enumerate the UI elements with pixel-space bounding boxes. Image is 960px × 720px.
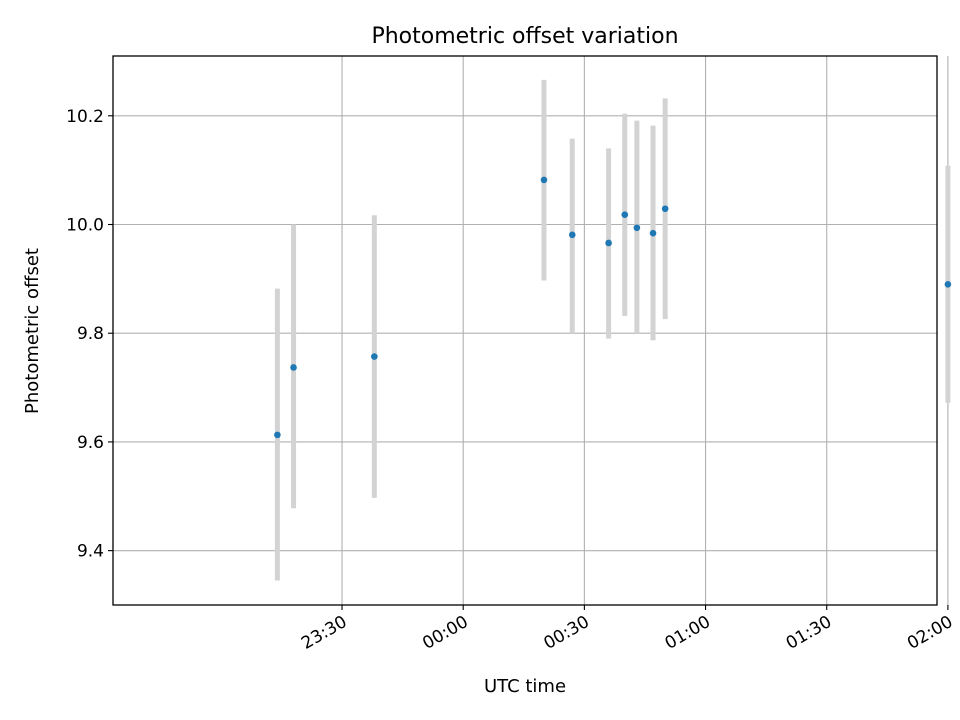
data-point (661, 205, 669, 213)
x-tick-label: 01:30 (783, 612, 835, 654)
x-tick-label: 00:00 (419, 612, 471, 654)
y-tick-label: 10.2 (66, 107, 104, 127)
data-point (621, 211, 629, 219)
x-axis-label: UTC time (484, 676, 566, 697)
x-tick-label: 02:00 (904, 612, 956, 654)
x-tick-label: 01:00 (662, 612, 714, 654)
y-tick-label: 10.0 (66, 216, 104, 236)
grid-lines (113, 56, 949, 605)
y-tick-label: 9.4 (77, 542, 104, 562)
data-point (605, 239, 612, 247)
y-axis-label: Photometric offset (22, 248, 43, 414)
y-tick-label: 9.6 (77, 433, 104, 453)
chart-title: Photometric offset variation (371, 24, 678, 49)
error-bars (274, 79, 951, 581)
data-point (649, 229, 657, 237)
data-point (274, 431, 281, 439)
plot-frame (112, 55, 938, 606)
data-point (568, 231, 576, 239)
x-tick-label: 23:30 (298, 612, 350, 654)
y-tick-label: 9.8 (77, 324, 104, 344)
x-tick-label: 00:30 (540, 612, 592, 654)
data-point (633, 224, 641, 232)
y-axis-ticks: 9.4 9.6 9.8 10.0 10.2 (66, 107, 113, 562)
data-points (274, 176, 952, 439)
data-point (371, 353, 378, 360)
x-axis-ticks: 23:30 00:00 00:30 01:00 01:30 02:00 (298, 605, 956, 654)
data-point (290, 364, 297, 371)
data-point (944, 280, 952, 288)
data-point (540, 176, 548, 184)
